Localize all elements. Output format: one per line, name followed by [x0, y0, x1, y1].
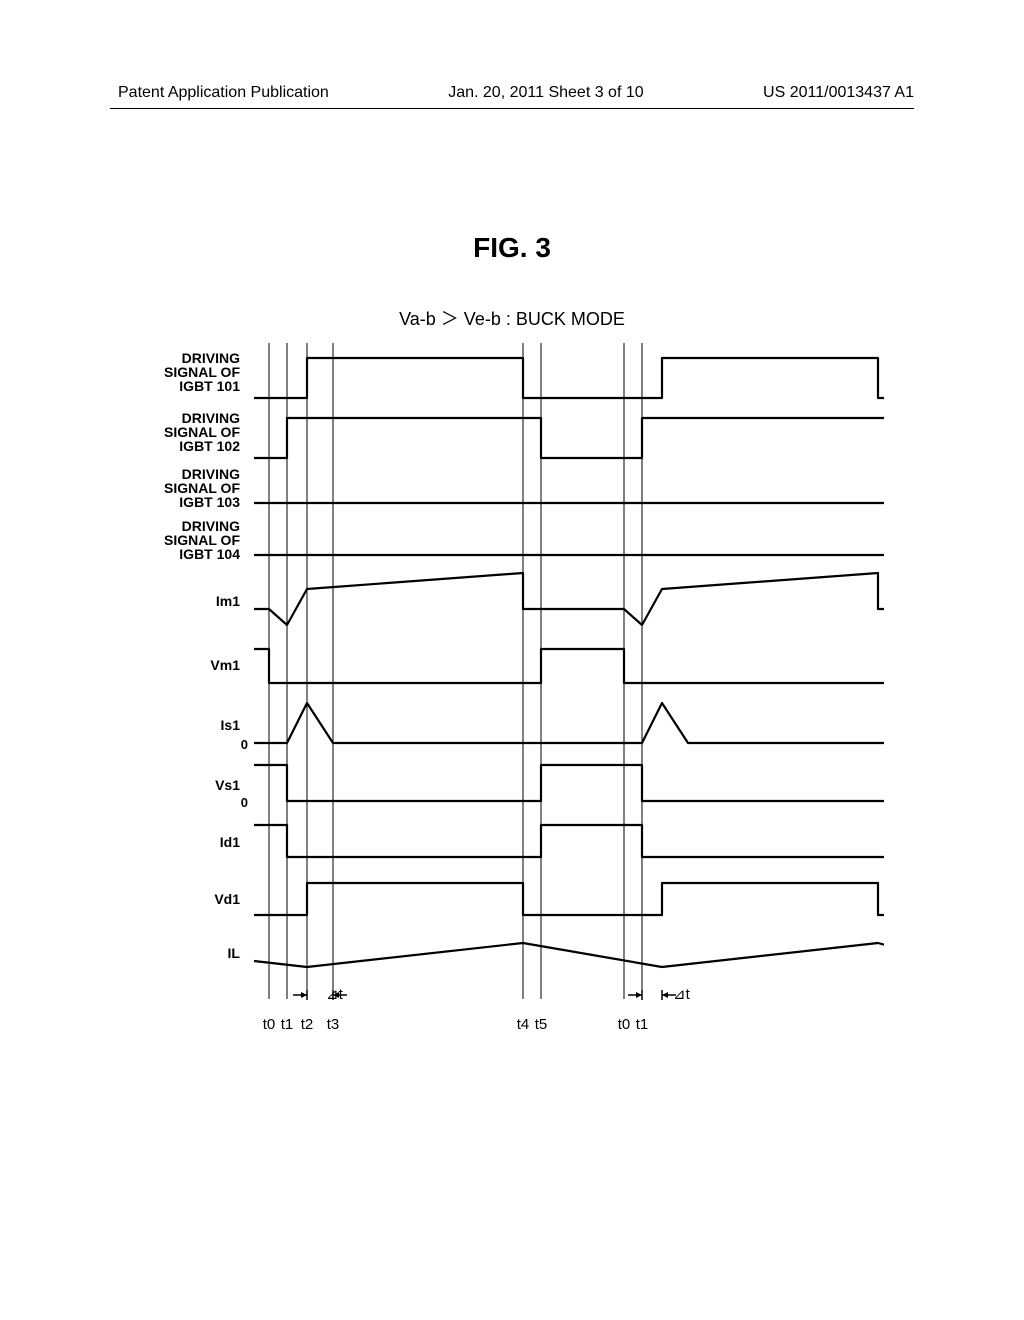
svg-text:Vm1: Vm1 [210, 657, 240, 673]
svg-text:t5: t5 [535, 1016, 548, 1033]
page: Patent Application Publication Jan. 20, … [0, 0, 1024, 1320]
svg-text:0: 0 [241, 795, 248, 810]
header-left: Patent Application Publication [118, 84, 329, 102]
svg-text:DRIVINGSIGNAL OFIGBT 103: DRIVINGSIGNAL OFIGBT 103 [164, 466, 240, 510]
header-mid: Jan. 20, 2011 Sheet 3 of 10 [448, 84, 643, 102]
header-right: US 2011/0013437 A1 [763, 84, 914, 102]
svg-text:Vd1: Vd1 [214, 891, 240, 907]
svg-text:Im1: Im1 [216, 593, 240, 609]
svg-text:⊿t: ⊿t [673, 986, 691, 1003]
mode-title: Va-b ＞ Ve-b : BUCK MODE [0, 305, 1024, 331]
svg-text:Id1: Id1 [220, 834, 240, 850]
page-header: Patent Application Publication Jan. 20, … [0, 84, 1024, 102]
svg-text:DRIVINGSIGNAL OFIGBT 101: DRIVINGSIGNAL OFIGBT 101 [164, 350, 240, 394]
svg-text:t1: t1 [281, 1016, 294, 1033]
svg-text:Vs1: Vs1 [215, 777, 240, 793]
header-rule [110, 108, 914, 109]
svg-text:DRIVINGSIGNAL OFIGBT 104: DRIVINGSIGNAL OFIGBT 104 [164, 518, 240, 562]
svg-text:DRIVINGSIGNAL OFIGBT 102: DRIVINGSIGNAL OFIGBT 102 [164, 410, 240, 454]
svg-text:t0: t0 [618, 1016, 631, 1033]
timing-diagram: DRIVINGSIGNAL OFIGBT 101 DRIVINGSIGNAL OF… [144, 335, 884, 1095]
svg-text:t1: t1 [636, 1016, 649, 1033]
svg-text:IL: IL [228, 945, 241, 961]
svg-text:t3: t3 [327, 1016, 340, 1033]
svg-text:0: 0 [241, 737, 248, 752]
svg-text:t0: t0 [263, 1016, 276, 1033]
svg-text:⊿t: ⊿t [326, 986, 344, 1003]
svg-text:t2: t2 [301, 1016, 314, 1033]
svg-text:t4: t4 [517, 1016, 530, 1033]
figure-title: FIG. 3 [0, 232, 1024, 264]
svg-text:Is1: Is1 [221, 717, 241, 733]
timing-diagram-svg: DRIVINGSIGNAL OFIGBT 101 DRIVINGSIGNAL OF… [144, 335, 884, 1095]
